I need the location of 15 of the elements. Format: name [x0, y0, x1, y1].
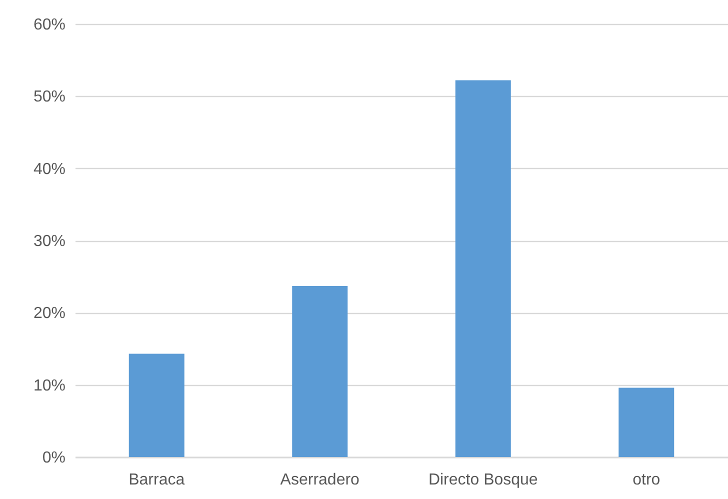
y-tick-label: 30% [33, 233, 66, 250]
y-tick-label: 60% [33, 16, 66, 34]
x-tick-label: Barraca [128, 472, 185, 488]
x-tick-label: Directo Bosque [428, 472, 538, 488]
bar [618, 388, 674, 457]
y-tick-label: 10% [33, 377, 66, 394]
x-tick-label: otro [632, 472, 660, 488]
bar [128, 354, 184, 457]
y-tick-label: 0% [42, 450, 66, 466]
bar [455, 80, 511, 457]
y-tick-label: 40% [33, 160, 66, 178]
y-tick-label: 20% [33, 305, 66, 322]
x-tick-label: Aserradero [280, 472, 360, 488]
y-tick-label: 50% [33, 88, 66, 106]
bar [292, 286, 348, 457]
